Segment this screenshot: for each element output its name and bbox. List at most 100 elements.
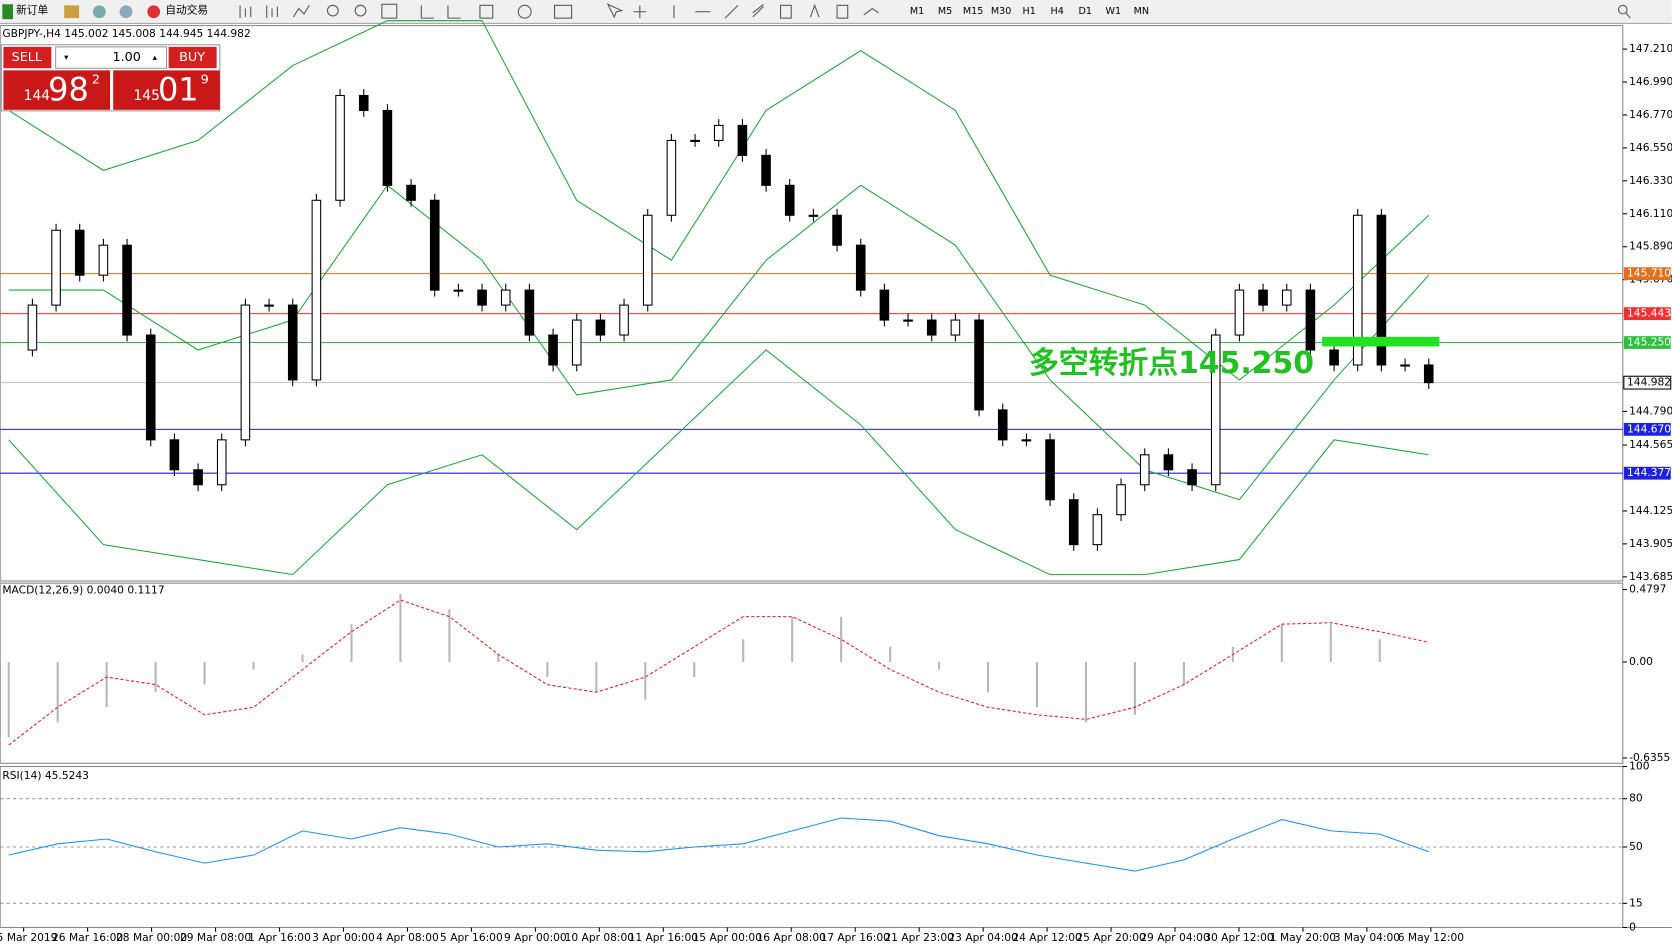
macd-bar: [105, 661, 108, 708]
macd-bar: [7, 661, 10, 738]
buy-label[interactable]: BUY: [179, 50, 205, 65]
x-tick-label: 1 Apr 16:00: [248, 931, 311, 944]
new-order-icon[interactable]: [2, 4, 13, 20]
x-tick-label: 1 May 20:00: [1270, 931, 1337, 944]
candle-body: [571, 319, 582, 366]
candle-body: [1210, 334, 1221, 486]
macd-bar: [497, 654, 500, 662]
candle-body: [737, 124, 748, 156]
x-tick-label: 29 Apr 04:00: [1140, 931, 1210, 944]
y-tick-label: 146.110: [1629, 207, 1672, 220]
candle-body: [453, 289, 464, 292]
candle-body: [1352, 214, 1363, 366]
lots-down[interactable]: ▾: [64, 53, 69, 63]
timeframes: M1 M5 M15 M30 H1 H4 D1 W1 MN: [910, 6, 1149, 17]
candle-body: [311, 199, 322, 381]
macd-bar: [1280, 624, 1283, 662]
candle-body: [1258, 289, 1268, 306]
macd-bar: [693, 661, 696, 678]
macd-bar: [546, 661, 549, 678]
macd-bar: [1084, 661, 1088, 723]
timeframe-button[interactable]: M30: [991, 6, 1011, 17]
timeframe-button[interactable]: H1: [1023, 6, 1036, 17]
x-tick-label: 21 Apr 23:00: [884, 931, 954, 944]
y-tick-label: 0: [1629, 920, 1636, 933]
level-label-bg: [1623, 307, 1671, 321]
macd-bar: [938, 661, 941, 670]
main-chart: [0, 25, 1624, 582]
tool-icon[interactable]: [119, 5, 133, 19]
bid-box[interactable]: [3, 70, 111, 110]
candle-body: [713, 124, 724, 141]
lots-input[interactable]: [55, 46, 168, 69]
tool-icon[interactable]: [64, 5, 80, 19]
macd-bar: [1133, 661, 1137, 715]
buy-button[interactable]: [168, 46, 217, 69]
lots-value[interactable]: 1.00: [112, 50, 140, 65]
candle-body: [1400, 364, 1410, 367]
candle-body: [595, 319, 606, 336]
candle-body: [169, 439, 180, 471]
macd-bar: [56, 661, 59, 723]
candle-body: [216, 439, 227, 486]
candle-body: [287, 304, 298, 381]
toolbar-icons[interactable]: [239, 3, 1631, 19]
lots-up[interactable]: ▴: [153, 53, 158, 63]
sell-label[interactable]: SELL: [12, 50, 43, 65]
candle-body: [997, 409, 1008, 441]
y-tick-label: 146.990: [1629, 75, 1672, 88]
candle-body: [926, 319, 937, 336]
macd-bar: [154, 661, 157, 693]
candle-body: [1092, 514, 1103, 546]
candle-body: [145, 334, 156, 441]
auto-trading-icon[interactable]: [147, 5, 161, 19]
x-tick-label: 25 Mar 2019: [0, 931, 58, 944]
macd-signal: [8, 599, 1429, 746]
level-label-bg: [1623, 466, 1671, 480]
macd-panel: [0, 582, 1624, 764]
y-tick-label: 146.330: [1629, 174, 1672, 187]
trade-panel: SELL ▾ ▴ 1.00 BUY 144 98 2 145 01 9: [0, 44, 221, 112]
candle-body: [1329, 349, 1339, 366]
chart-title: GBPJPY-,H4 145.002 145.008 144.945 144.9…: [2, 27, 250, 40]
new-order[interactable]: 新订单: [16, 4, 48, 17]
x-tick-label: 17 Apr 16:00: [820, 931, 890, 944]
x-tick-label: 30 Apr 12:00: [1204, 931, 1274, 944]
ask-box[interactable]: [113, 70, 220, 110]
timeframe-button[interactable]: MN: [1134, 6, 1149, 17]
candle-body: [1021, 439, 1032, 442]
candle-body: [548, 334, 558, 366]
y-tick-label: 146.550: [1629, 141, 1672, 154]
macd-bar: [595, 661, 598, 693]
macd-bar: [644, 661, 647, 700]
auto-trading[interactable]: 自动交易: [165, 4, 208, 17]
candle-body: [1234, 289, 1245, 336]
level-label-bg: [1623, 267, 1671, 281]
candle-body: [51, 229, 61, 306]
timeframe-button[interactable]: M1: [910, 6, 924, 17]
y-tick-label: 0.00: [1629, 655, 1653, 668]
macd-bar: [1035, 661, 1039, 708]
macd-bar: [203, 661, 206, 685]
x-tick-label: 16 Apr 08:00: [756, 931, 826, 944]
candle-body: [240, 304, 251, 441]
x-tick-label: 3 May 04:00: [1334, 931, 1401, 944]
ask-frac: 9: [201, 72, 209, 87]
tool-icon[interactable]: [92, 5, 106, 19]
timeframe-button[interactable]: H4: [1051, 6, 1064, 17]
candle-body: [477, 289, 487, 306]
candle-body: [264, 304, 274, 307]
x-tick-label: 26 Mar 16:00: [52, 931, 123, 944]
timeframe-button[interactable]: W1: [1105, 6, 1121, 17]
y-tick-label: 144.125: [1629, 504, 1672, 517]
y-tick-label: 145.890: [1629, 240, 1672, 253]
timeframe-button[interactable]: M5: [938, 6, 952, 17]
candle-body: [1045, 439, 1055, 501]
sell-button[interactable]: [3, 46, 52, 69]
timeframe-button[interactable]: D1: [1079, 6, 1092, 17]
level-label: 144.982: [1627, 376, 1671, 389]
level-label-bg: [1623, 422, 1671, 436]
y-tick-label: 143.905: [1629, 537, 1672, 550]
timeframe-button[interactable]: M15: [963, 6, 983, 17]
level-label: 144.670: [1627, 422, 1671, 435]
